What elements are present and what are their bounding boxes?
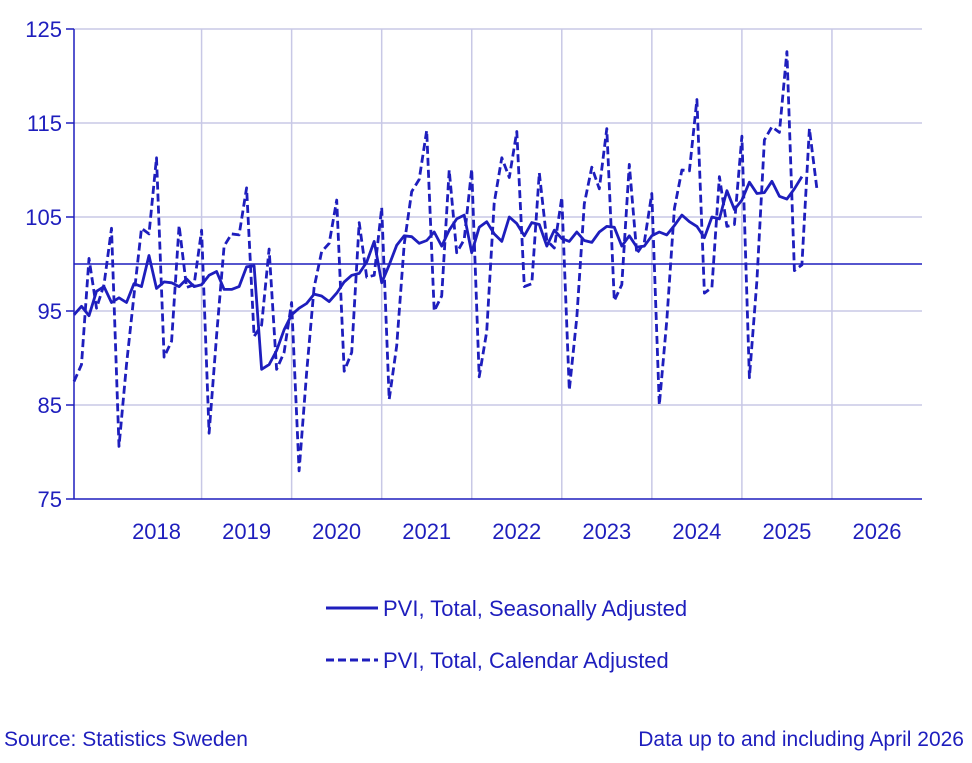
data-series [72, 50, 819, 473]
y-tick-label-75: 75 [38, 487, 62, 512]
x-tick-label-2025: 2025 [762, 519, 811, 544]
x-tick-label-2018: 2018 [132, 519, 181, 544]
y-tick-label-85: 85 [38, 393, 62, 418]
x-tick-label-2022: 2022 [492, 519, 541, 544]
legend: PVI, Total, Seasonally Adjusted PVI, Tot… [326, 596, 687, 673]
x-tick-label-2019: 2019 [222, 519, 271, 544]
axes [66, 28, 922, 500]
y-tick-label-95: 95 [38, 299, 62, 324]
x-tick-label-2021: 2021 [402, 519, 451, 544]
legend-label-calendar-adjusted: PVI, Total, Calendar Adjusted [383, 648, 669, 673]
y-tick-label-105: 105 [25, 205, 62, 230]
source-note: Source: Statistics Sweden [4, 728, 248, 751]
data-coverage-note: Data up to and including April 2026 [638, 728, 964, 751]
tick-labels: 75 85 95 105 115 125 2018 2019 2020 2021 2022 2023 2… [25, 17, 901, 544]
x-tick-label-2024: 2024 [672, 519, 721, 544]
legend-label-seasonally-adjusted: PVI, Total, Seasonally Adjusted [383, 596, 687, 621]
series-line-calendar-adjusted [72, 50, 819, 473]
y-tick-label-115: 115 [27, 111, 62, 136]
x-tick-label-2020: 2020 [312, 519, 361, 544]
x-tick-label-2023: 2023 [582, 519, 631, 544]
series-line-seasonally-adjusted [72, 175, 804, 371]
y-tick-label-125: 125 [25, 17, 62, 42]
x-tick-label-2026: 2026 [852, 519, 901, 544]
